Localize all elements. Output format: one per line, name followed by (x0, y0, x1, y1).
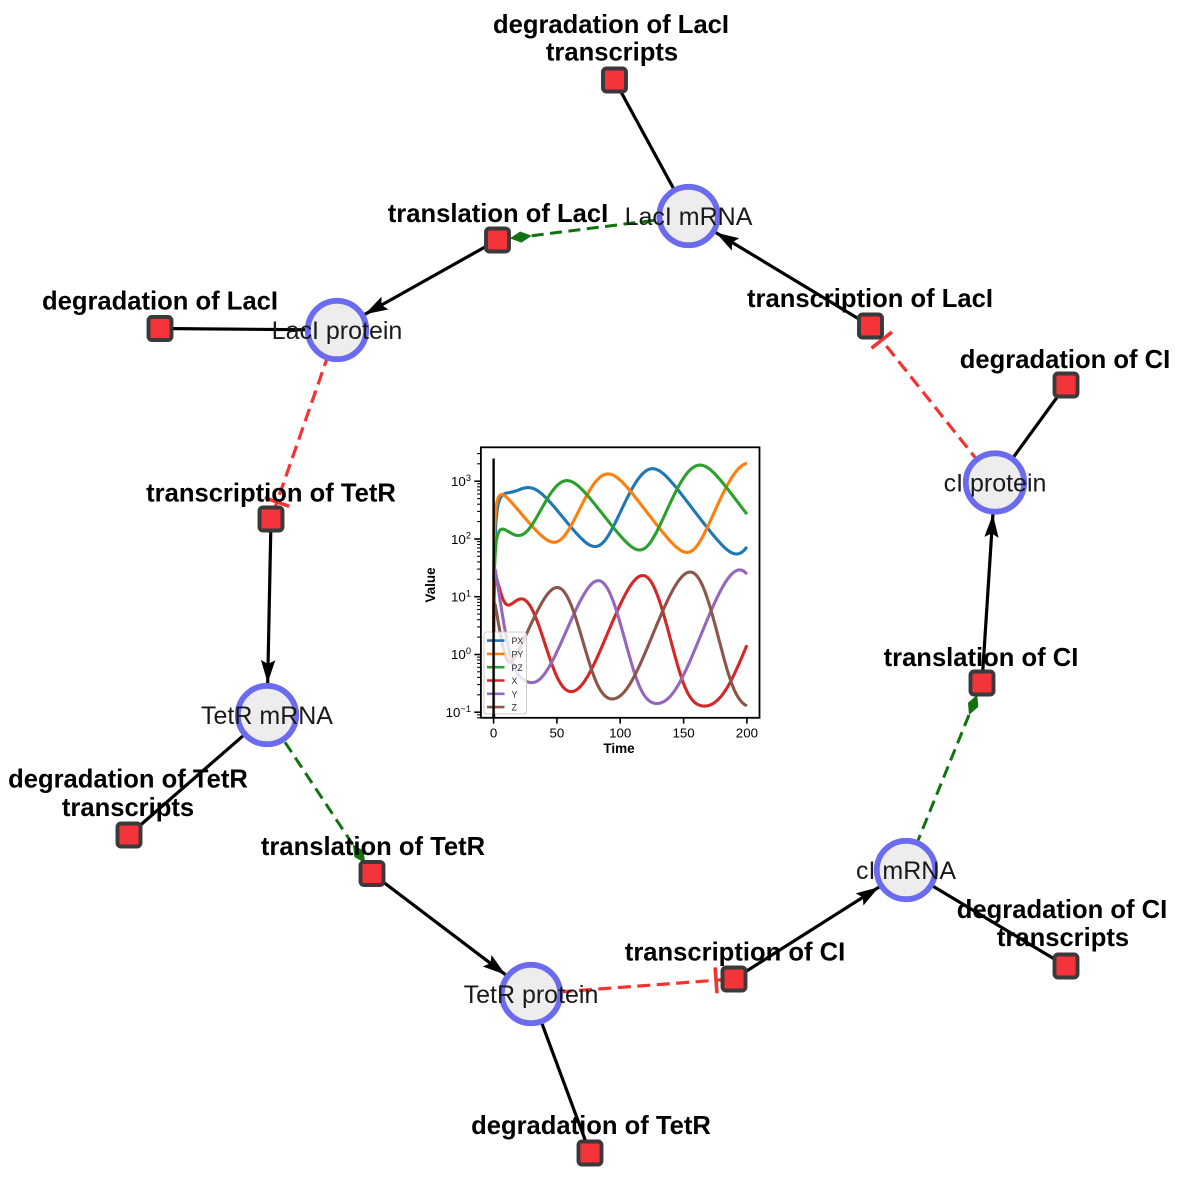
svg-text:0: 0 (490, 725, 497, 740)
svg-text:PX: PX (512, 636, 524, 646)
svg-text:103: 103 (451, 473, 471, 489)
svg-text:degradation of TetR: degradation of TetR (8, 766, 248, 794)
svg-text:transcription of TetR: transcription of TetR (146, 480, 396, 508)
svg-text:102: 102 (451, 531, 471, 547)
svg-text:PY: PY (512, 650, 524, 660)
svg-text:LacI mRNA: LacI mRNA (625, 203, 753, 231)
svg-text:degradation of LacI: degradation of LacI (42, 288, 278, 316)
svg-text:X: X (512, 676, 518, 686)
svg-text:Z: Z (512, 703, 518, 713)
svg-text:transcription of CI: transcription of CI (625, 939, 845, 967)
svg-text:50: 50 (550, 725, 565, 740)
svg-text:TetR mRNA: TetR mRNA (201, 702, 333, 730)
svg-text:cI protein: cI protein (944, 470, 1047, 498)
svg-text:100: 100 (609, 725, 631, 740)
svg-text:degradation of CI: degradation of CI (957, 896, 1167, 924)
svg-text:degradation of LacI: degradation of LacI (493, 11, 729, 39)
svg-text:10−1: 10−1 (446, 704, 471, 720)
svg-text:translation of CI: translation of CI (884, 644, 1079, 672)
svg-text:150: 150 (673, 725, 695, 740)
svg-text:translation of LacI: translation of LacI (388, 200, 608, 228)
svg-text:translation of TetR: translation of TetR (261, 833, 485, 861)
svg-text:transcription of LacI: transcription of LacI (747, 285, 993, 313)
svg-text:cI mRNA: cI mRNA (856, 857, 956, 885)
svg-text:Value: Value (423, 567, 438, 603)
svg-text:transcripts: transcripts (62, 794, 194, 822)
svg-text:PZ: PZ (512, 663, 524, 673)
svg-text:Time: Time (603, 741, 635, 756)
svg-text:degradation of CI: degradation of CI (960, 346, 1170, 374)
svg-text:100: 100 (451, 646, 471, 662)
svg-text:Y: Y (512, 689, 518, 699)
svg-text:TetR protein: TetR protein (464, 981, 599, 1009)
svg-text:transcripts: transcripts (546, 39, 678, 67)
svg-text:LacI protein: LacI protein (272, 317, 403, 345)
svg-text:transcripts: transcripts (997, 924, 1129, 952)
svg-text:101: 101 (451, 588, 471, 604)
svg-text:degradation of TetR: degradation of TetR (471, 1112, 711, 1140)
svg-text:200: 200 (736, 725, 758, 740)
